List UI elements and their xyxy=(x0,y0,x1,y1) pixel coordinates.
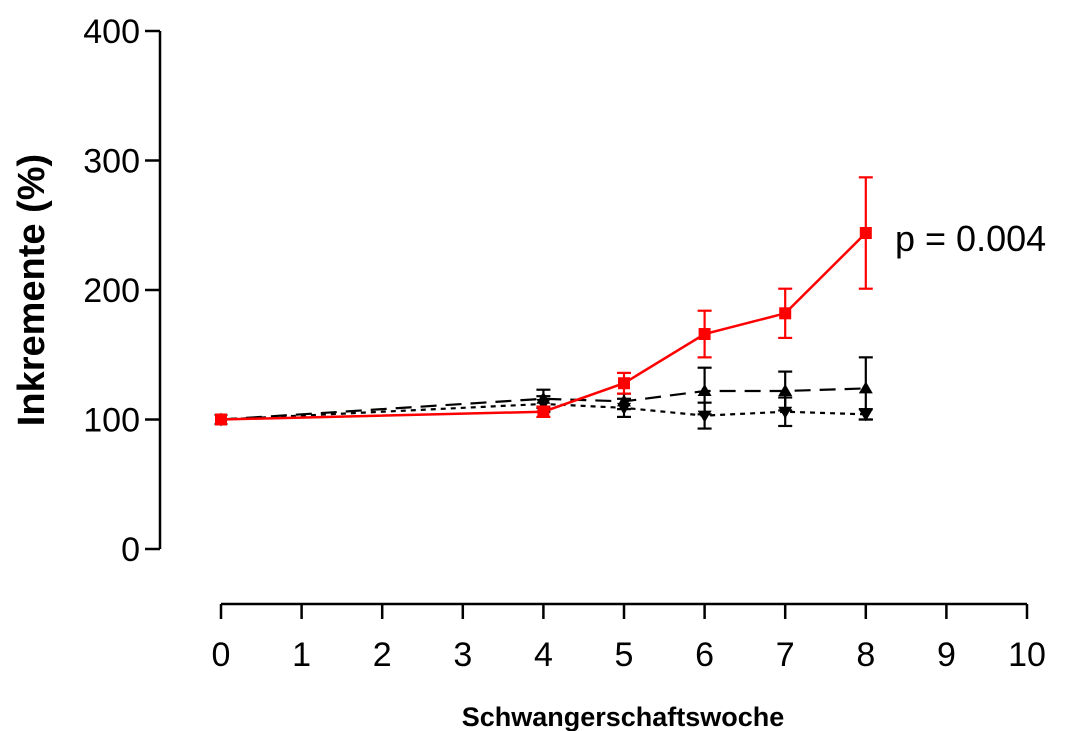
data-point xyxy=(858,381,873,394)
y-tick-label: 200 xyxy=(83,272,140,310)
series-layer xyxy=(214,176,873,430)
data-point xyxy=(779,307,792,320)
y-tick-label: 400 xyxy=(83,13,140,51)
x-tick-label: 9 xyxy=(937,636,956,674)
series-line xyxy=(220,402,866,421)
y-axis: 0 100 200 300 400 xyxy=(83,13,162,569)
x-tick-label: 8 xyxy=(856,636,875,674)
y-tick-label: 0 xyxy=(121,531,140,569)
x-tick-label: 4 xyxy=(534,636,553,674)
y-tick-label: 300 xyxy=(83,143,140,181)
x-tick-label: 0 xyxy=(212,636,231,674)
data-point xyxy=(537,405,550,418)
y-axis-title: Inkremente (%) xyxy=(11,154,53,426)
data-point xyxy=(617,394,631,407)
data-point xyxy=(698,328,711,341)
data-point xyxy=(778,384,793,397)
x-tick-label: 1 xyxy=(292,636,311,674)
x-tick-label: 7 xyxy=(776,636,795,674)
data-point xyxy=(215,413,227,426)
data-point xyxy=(618,377,630,390)
series-0 xyxy=(215,176,873,426)
data-point xyxy=(697,384,712,397)
data-point xyxy=(859,227,872,240)
data-point xyxy=(536,391,551,404)
x-tick-label: 3 xyxy=(453,636,472,674)
p-value-annotation: p = 0.004 xyxy=(895,218,1046,259)
series-line xyxy=(220,232,867,421)
x-tick-label: 6 xyxy=(695,636,714,674)
series-line xyxy=(220,387,866,421)
x-tick-label: 10 xyxy=(1008,636,1046,674)
x-tick-label: 2 xyxy=(373,636,392,674)
y-tick-label: 100 xyxy=(83,402,140,440)
x-axis: 0 1 2 3 4 5 6 7 8 9 10 xyxy=(212,602,1046,674)
series-1 xyxy=(214,356,873,425)
x-axis-title: Schwangerschaftswoche xyxy=(462,702,785,731)
x-tick-label: 5 xyxy=(615,636,634,674)
